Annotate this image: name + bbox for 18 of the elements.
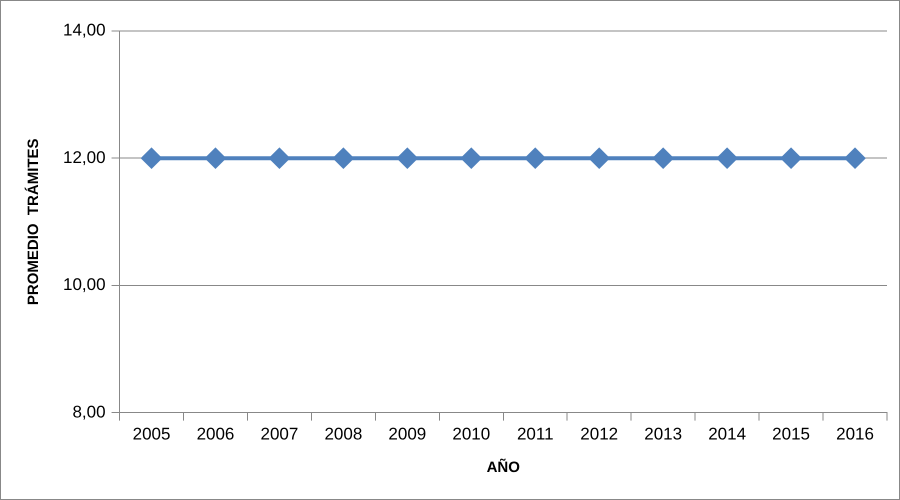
y-tick-label: 10,00 xyxy=(62,275,106,294)
x-tick-label: 2006 xyxy=(196,424,234,444)
y-tick-label: 14,00 xyxy=(62,20,106,40)
x-axis-title: AÑO xyxy=(486,458,520,476)
y-tick-label: 8,00 xyxy=(72,402,106,422)
x-tick-label: 2015 xyxy=(772,424,810,444)
x-tick-label: 2012 xyxy=(580,424,618,444)
x-tick-label: 2008 xyxy=(324,424,362,444)
x-tick-label: 2013 xyxy=(644,424,682,444)
x-tick-label: 2010 xyxy=(452,424,490,444)
x-tick-label: 2014 xyxy=(708,424,746,444)
x-tick-label: 2005 xyxy=(132,424,170,444)
x-tick-label: 2016 xyxy=(836,424,874,444)
x-tick-label: 2009 xyxy=(388,424,426,444)
x-tick-label: 2007 xyxy=(260,424,298,444)
y-tick-label: 12,00 xyxy=(62,148,106,167)
y-axis-title: PROMEDIO TRÁMITES xyxy=(24,138,42,306)
x-tick-label: 2011 xyxy=(516,424,554,444)
